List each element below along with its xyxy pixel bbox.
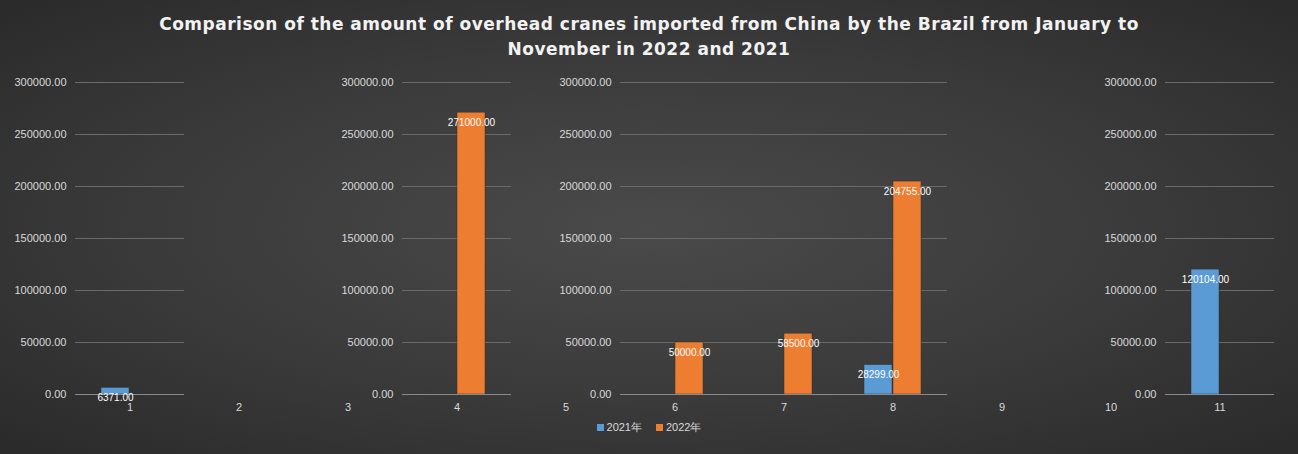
svg-text:271000.00: 271000.00 [448,117,496,128]
svg-text:300000.00: 300000.00 [560,76,612,88]
svg-text:10: 10 [1105,401,1117,413]
html-text:2022年: 2022年 [666,421,702,433]
svg-text:250000.00: 250000.00 [15,128,67,140]
svg-text:200000.00: 200000.00 [342,180,394,192]
svg-text:9: 9 [999,401,1005,413]
svg-text:200000.00: 200000.00 [1105,180,1157,192]
svg-text:0.00: 0.00 [372,388,393,400]
svg-text:6371.00: 6371.00 [97,392,134,403]
svg-text:11: 11 [1214,401,1225,413]
svg-text:50000.00: 50000.00 [348,336,394,348]
svg-text:100000.00: 100000.00 [15,284,67,296]
svg-text:150000.00: 150000.00 [1105,232,1157,244]
svg-text:50000.00: 50000.00 [1111,336,1157,348]
svg-text:0.00: 0.00 [1135,388,1156,400]
html-text:2021年: 2021年 [606,421,642,433]
svg-text:200000.00: 200000.00 [560,180,612,192]
svg-text:5: 5 [563,401,569,413]
html-text:Comparison of the amount of ov: Comparison of the amount of overhead cra… [159,14,1139,59]
svg-text:150000.00: 150000.00 [15,232,67,244]
svg-text:0.00: 0.00 [590,388,611,400]
svg-text:120104.00: 120104.00 [1182,274,1230,285]
svg-text:50000.00: 50000.00 [21,336,67,348]
svg-text:1: 1 [127,401,133,413]
svg-text:300000.00: 300000.00 [342,76,394,88]
svg-text:100000.00: 100000.00 [1105,284,1157,296]
svg-text:3: 3 [345,401,351,413]
svg-text:8: 8 [890,401,896,413]
svg-text:7: 7 [781,401,787,413]
svg-text:150000.00: 150000.00 [342,232,394,244]
svg-text:300000.00: 300000.00 [15,76,67,88]
svg-text:204755.00: 204755.00 [884,186,932,197]
svg-text:2: 2 [236,401,242,413]
svg-text:0.00: 0.00 [45,388,66,400]
svg-text:250000.00: 250000.00 [342,128,394,140]
svg-text:150000.00: 150000.00 [560,232,612,244]
svg-text:250000.00: 250000.00 [560,128,612,140]
svg-text:50000.00: 50000.00 [669,347,711,358]
svg-text:300000.00: 300000.00 [1105,76,1157,88]
svg-text:6: 6 [672,401,678,413]
svg-text:58500.00: 58500.00 [778,338,820,349]
svg-text:200000.00: 200000.00 [15,180,67,192]
svg-text:28299.00: 28299.00 [858,369,900,380]
svg-text:100000.00: 100000.00 [560,284,612,296]
svg-text:100000.00: 100000.00 [342,284,394,296]
svg-text:4: 4 [454,401,460,413]
svg-text:50000.00: 50000.00 [566,336,612,348]
svg-text:250000.00: 250000.00 [1105,128,1157,140]
